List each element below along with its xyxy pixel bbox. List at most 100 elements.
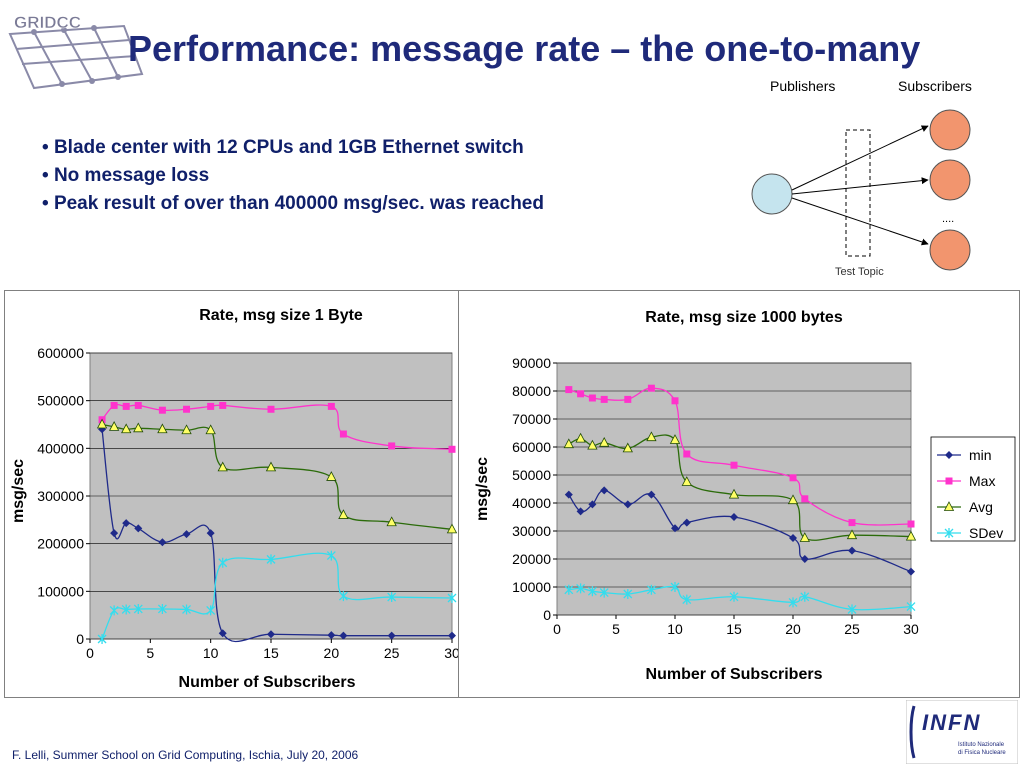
- gridcc-logo-text: GRIDCC: [14, 13, 81, 32]
- y-tick-label: 80000: [512, 383, 551, 399]
- y-tick-label: 30000: [512, 523, 551, 539]
- max-point: [600, 395, 608, 403]
- max-point: [848, 519, 856, 527]
- x-tick-label: 20: [324, 645, 340, 661]
- y-tick-label: 300000: [37, 488, 84, 504]
- x-tick-label: 15: [263, 645, 279, 661]
- max-point: [624, 395, 632, 403]
- y-tick-label: 60000: [512, 439, 551, 455]
- avg-point: [205, 424, 216, 435]
- y-tick-label: 0: [76, 631, 84, 647]
- max-point: [448, 445, 456, 453]
- slide-title: Performance: message rate – the one-to-m…: [128, 28, 921, 69]
- chart-2-frame: Rate, msg size 1000 bytes 0 10000 20000 3000…: [458, 290, 1020, 698]
- avg-point: [446, 523, 458, 534]
- sdev-point: [623, 589, 633, 599]
- max-point: [789, 474, 797, 482]
- chart-1-frame: Rate, msg size 1 Byte 0 100000 200000 300000…: [4, 290, 541, 698]
- sdev-point: [326, 550, 336, 561]
- legend-label: min: [969, 447, 992, 463]
- min-point: [945, 451, 953, 459]
- avg-point: [157, 423, 168, 434]
- max-point: [683, 450, 691, 458]
- avg-point: [181, 424, 192, 435]
- min-point: [564, 490, 573, 499]
- sdev-point: [182, 604, 191, 615]
- sdev-point: [729, 591, 739, 602]
- min-point: [730, 513, 738, 521]
- arrow-1: [791, 125, 929, 191]
- max-point: [671, 397, 679, 405]
- bullet-item: Peak result of over than 400000 msg/sec.…: [42, 190, 544, 218]
- y-tick-label: 500000: [37, 393, 84, 409]
- infn-brand-text: INFN: [922, 710, 981, 735]
- chart-rate-1000-bytes: Rate, msg size 1000 bytes 0 10000 20000 3000…: [474, 309, 1016, 683]
- sdev-point: [206, 605, 216, 616]
- sdev-point: [847, 604, 857, 615]
- min-point: [800, 555, 809, 563]
- x-tick-label: 25: [844, 621, 860, 637]
- chart-title: Rate, msg size 1 Byte: [199, 307, 363, 324]
- min-point: [682, 518, 691, 527]
- max-point: [207, 402, 215, 410]
- avg-point: [846, 529, 858, 540]
- chart-title: Rate, msg size 1000 bytes: [645, 309, 843, 326]
- max-point: [647, 384, 655, 392]
- avg-point: [217, 461, 228, 472]
- min-point: [182, 530, 191, 539]
- min-point: [339, 631, 348, 640]
- min-point: [623, 500, 632, 509]
- min-point: [588, 500, 597, 509]
- max-point: [339, 430, 347, 438]
- y-axis-label: msg/sec: [474, 457, 491, 521]
- min-point: [789, 534, 797, 542]
- sdev-point: [788, 597, 798, 608]
- y-tick-label: 50000: [512, 467, 551, 483]
- sdev-point: [646, 584, 656, 595]
- sdev-point: [157, 603, 167, 614]
- sdev-point: [121, 604, 131, 615]
- min-point: [671, 524, 679, 533]
- bullet-item: No message loss: [42, 162, 544, 190]
- subscribers-label: Subscribers: [898, 78, 972, 94]
- y-tick-label: 90000: [512, 355, 551, 371]
- max-point: [577, 390, 585, 398]
- avg-point: [599, 436, 610, 447]
- avg-point: [265, 461, 277, 472]
- x-tick-label: 25: [384, 645, 400, 661]
- x-tick-label: 30: [903, 621, 919, 637]
- max-point: [267, 405, 275, 413]
- y-tick-label: 20000: [512, 551, 551, 567]
- avg-point: [563, 438, 574, 449]
- y-tick-label: 10000: [512, 579, 551, 595]
- gridcc-logo: GRIDCC: [8, 13, 144, 90]
- avg-point: [326, 471, 337, 481]
- avg-point: [728, 488, 740, 499]
- max-point: [183, 405, 191, 413]
- avg-point: [133, 422, 144, 433]
- min-point: [576, 507, 585, 516]
- sdev-point: [682, 594, 692, 605]
- min-point: [907, 567, 915, 576]
- x-axis-label: Number of Subscribers: [646, 666, 823, 683]
- publisher-node: [751, 173, 793, 215]
- sdev-point: [266, 554, 276, 565]
- y-tick-label: 70000: [512, 411, 551, 427]
- max-point: [565, 386, 573, 394]
- avg-point: [96, 418, 108, 429]
- infn-caption-1: Istituto Nazionale: [958, 742, 1005, 748]
- avg-point: [646, 431, 657, 442]
- y-tick-label: 40000: [512, 495, 551, 511]
- sdev-point: [587, 586, 597, 597]
- sdev-point: [109, 605, 119, 616]
- sdev-point: [944, 528, 954, 538]
- y-tick-label: 100000: [37, 583, 84, 599]
- sdev-point: [599, 587, 609, 598]
- avg-point: [622, 442, 633, 453]
- x-tick-label: 5: [146, 645, 154, 661]
- min-point: [647, 490, 656, 499]
- chart-rate-1-byte: Rate, msg size 1 Byte 0 100000 200000 300000…: [10, 307, 460, 691]
- avg-point: [905, 530, 917, 541]
- max-point: [730, 461, 738, 469]
- subscriber-node: [929, 109, 971, 151]
